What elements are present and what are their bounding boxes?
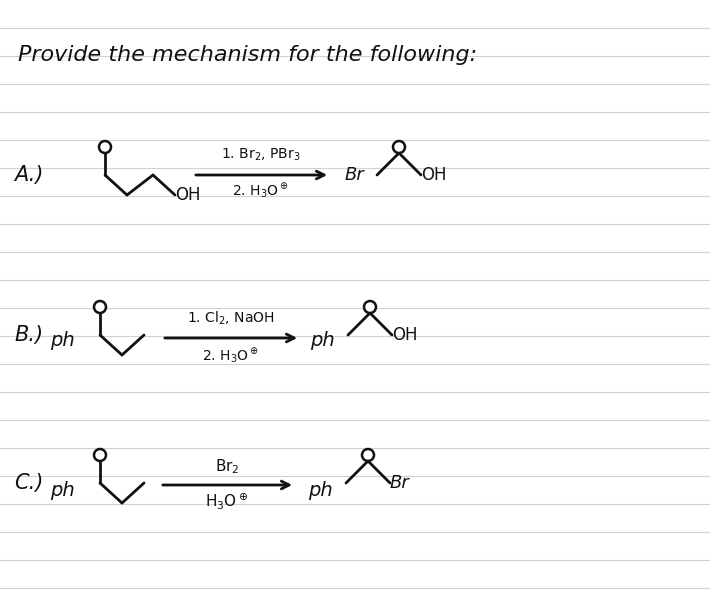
Circle shape — [364, 301, 376, 313]
Text: 1. Cl$_2$, NaOH: 1. Cl$_2$, NaOH — [187, 309, 275, 327]
Text: 2. H$_3$O$^\oplus$: 2. H$_3$O$^\oplus$ — [202, 347, 259, 365]
Text: ph: ph — [310, 330, 334, 350]
Text: C.): C.) — [14, 473, 43, 493]
Circle shape — [94, 301, 106, 313]
Circle shape — [94, 449, 106, 461]
Text: Br$_2$: Br$_2$ — [214, 458, 239, 476]
Text: OH: OH — [175, 186, 200, 204]
Text: B.): B.) — [14, 325, 43, 345]
Text: A.): A.) — [14, 165, 43, 185]
Text: Br: Br — [390, 474, 410, 492]
Text: 2. H$_3$O$^\oplus$: 2. H$_3$O$^\oplus$ — [232, 181, 290, 201]
Text: Provide the mechanism for the following:: Provide the mechanism for the following: — [18, 45, 477, 65]
Circle shape — [393, 141, 405, 153]
Text: Br: Br — [345, 166, 365, 184]
Text: OH: OH — [392, 326, 417, 344]
Circle shape — [362, 449, 374, 461]
Text: ph: ph — [308, 481, 333, 499]
Text: 1. Br$_2$, PBr$_3$: 1. Br$_2$, PBr$_3$ — [222, 147, 301, 163]
Text: OH: OH — [421, 166, 447, 184]
Circle shape — [99, 141, 111, 153]
Text: ph: ph — [50, 330, 75, 350]
Text: H$_3$O$^\oplus$: H$_3$O$^\oplus$ — [205, 491, 248, 511]
Text: ph: ph — [50, 481, 75, 499]
